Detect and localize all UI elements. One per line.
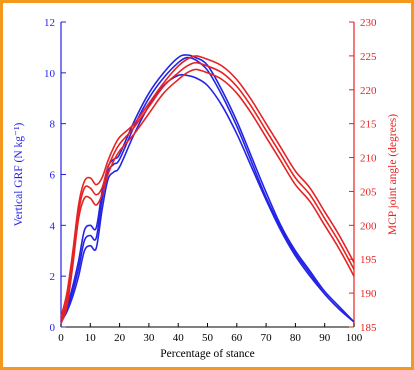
right-y-tick-label: 195 — [360, 254, 377, 266]
right-y-tick-label: 210 — [360, 153, 377, 165]
right-y-tick-label: 190 — [360, 288, 377, 300]
x-tick-label: 70 — [261, 332, 273, 344]
axes-layer — [60, 21, 355, 328]
right-y-tick-label: 225 — [360, 51, 377, 63]
left-y-tick-label: 2 — [50, 271, 56, 283]
x-tick-label: 100 — [346, 332, 363, 344]
series-layer — [60, 54, 355, 324]
right-y-axis-title: MCP joint angle (degrees) — [387, 114, 399, 235]
right-y-tick-label: 200 — [360, 220, 377, 232]
x-tick-label: 80 — [290, 332, 302, 344]
x-tick-label: 90 — [319, 332, 331, 344]
x-tick-label: 30 — [143, 332, 155, 344]
mcp-angle-line-2 — [60, 61, 355, 321]
right-y-tick-label: 185 — [360, 322, 377, 334]
left-y-tick-label: 12 — [44, 17, 55, 29]
right-y-tick-label: 230 — [360, 17, 377, 29]
left-y-tick-label: 4 — [50, 220, 56, 232]
mcp-angle-line-3 — [60, 68, 355, 324]
x-tick-label: 10 — [85, 332, 97, 344]
x-tick-label: 40 — [173, 332, 185, 344]
grf-line-3 — [60, 73, 355, 323]
left-y-tick-label: 6 — [50, 170, 56, 182]
right-y-tick-label: 220 — [360, 85, 377, 97]
grf-line-1 — [60, 56, 355, 323]
left-y-tick-label: 10 — [44, 68, 56, 80]
left-y-tick-label: 0 — [50, 322, 56, 334]
left-y-tick-label: 8 — [50, 119, 56, 131]
mcp-angle-line-1 — [60, 55, 355, 317]
left-y-axis-title: Vertical GRF (N kg⁻¹) — [13, 122, 25, 226]
x-tick-label: 0 — [58, 332, 64, 344]
x-tick-label: 50 — [202, 332, 214, 344]
x-tick-label: 60 — [231, 332, 243, 344]
x-tick-label: 20 — [114, 332, 126, 344]
right-y-tick-label: 215 — [360, 119, 377, 131]
labels-layer: 0 10 20 30 40 50 60 70 80 90 100 0 2 4 6 8 10 12 185 190 195… — [13, 17, 399, 360]
right-y-tick-label: 205 — [360, 186, 377, 198]
grf-line-2 — [60, 54, 355, 323]
x-axis-title: Percentage of stance — [160, 348, 255, 360]
